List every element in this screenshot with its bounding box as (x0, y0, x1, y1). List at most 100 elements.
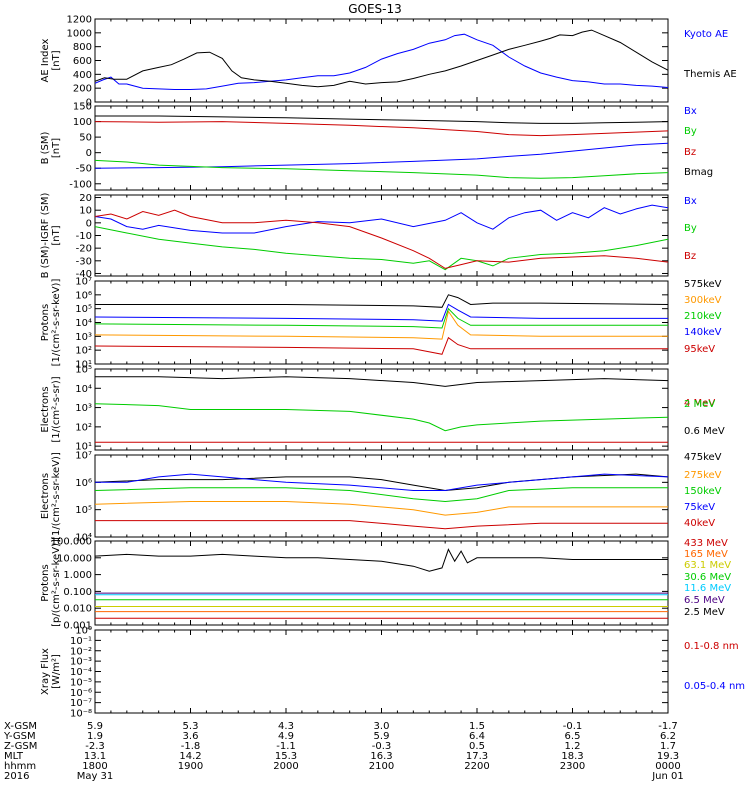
ephemeris-value: -0.3 (372, 741, 392, 752)
legend-label: 140keV (684, 327, 722, 338)
ephemeris-value: -1.8 (181, 741, 201, 752)
y-axis-label: Electrons (40, 473, 51, 519)
legend-label: 475keV (684, 452, 722, 463)
y-tick-label: 10⁵ (75, 505, 92, 516)
y-tick-label: -30 (76, 256, 92, 267)
y-axis-label: [1/(cm²-s-sr)] (51, 376, 62, 442)
ephemeris-value: 6.2 (660, 731, 676, 742)
y-tick-label: 10⁻⁷ (70, 698, 92, 709)
ephemeris-value: 4.9 (278, 731, 294, 742)
y-tick-label: 800 (73, 42, 92, 53)
y-tick-label: 0.100 (63, 587, 92, 598)
series-line (95, 376, 668, 387)
legend-label: 95keV (684, 344, 715, 355)
legend-label: 275keV (684, 470, 722, 481)
y-tick-label: 400 (73, 70, 92, 81)
y-axis-label: [p/(cm²-s-sr-keV)] (51, 539, 62, 627)
series-line (95, 303, 668, 322)
ephemeris-value: 16.3 (370, 751, 392, 762)
y-tick-label: 10³ (75, 403, 92, 414)
legend-label: Kyoto AE (684, 29, 728, 40)
y-tick-label: 10⁻² (70, 646, 92, 657)
legend-label: Bx (684, 106, 697, 117)
ephemeris-value: 14.2 (179, 751, 201, 762)
y-tick-label: 0.001 (63, 621, 92, 632)
ephemeris-value: 1900 (178, 761, 203, 772)
ephemeris-value: 2200 (464, 761, 489, 772)
series-line (95, 142, 668, 169)
y-tick-label: -100 (69, 179, 92, 190)
ephemeris-value: 13.1 (84, 751, 106, 762)
panel-4: 10¹ 10² 10³ 10⁴ 10⁵ 10⁶ 10⁷ Protons [1/(cm²-s-sr… (40, 277, 722, 371)
panel-3: -40 -30-20 -10 010 20 B (SM)-IGRF (SM) [nT] Bx B… (40, 193, 697, 280)
ephemeris-value: 3.6 (183, 731, 199, 742)
y-tick-label: 0 (86, 98, 92, 109)
ephemeris-value: Jun 01 (651, 771, 684, 782)
series-line (95, 159, 668, 179)
figure-title: GOES-13 (348, 2, 402, 16)
y-tick-label: 10⁴ (75, 384, 92, 395)
ephemeris-value: 5.9 (374, 731, 390, 742)
y-axis-label: AE Index (40, 38, 51, 82)
panel-1: 0 200 400 600 800 1000 1200 AE Index [nT] Kyoto A… (40, 15, 737, 109)
y-tick-label: 100.000 (51, 537, 92, 548)
y-tick-label: 10⁻⁴ (70, 667, 92, 678)
ephemeris-row-label: hhmm (4, 761, 36, 772)
legend-label: 300keV (684, 295, 722, 306)
y-axis-label: B (SM) (40, 131, 51, 164)
series-line (95, 501, 668, 516)
y-axis-label: [nT] (51, 50, 62, 70)
y-tick-label: 10⁻⁸ (70, 709, 92, 720)
y-tick-label: -20 (76, 244, 92, 255)
ephemeris-row-label: MLT (4, 751, 24, 762)
y-tick-label: 1000 (67, 28, 92, 39)
legend-label: 165 MeV (684, 549, 728, 560)
y-tick-label: 10⁵ (75, 304, 92, 315)
ephemeris-value: 0.5 (469, 741, 485, 752)
series-line (95, 403, 668, 432)
y-tick-label: 0.010 (63, 604, 92, 615)
series-line (95, 294, 668, 308)
y-tick-label: 0 (86, 218, 92, 229)
panel-frame (94, 194, 669, 277)
y-tick-label: 10⁻³ (70, 657, 92, 668)
ephemeris-row-label: Y-GSM (3, 731, 36, 742)
ephemeris-value: -1.7 (658, 721, 678, 732)
ephemeris-value: 1800 (82, 761, 107, 772)
ephemeris-value: 2000 (273, 761, 298, 772)
ephemeris-value: 18.3 (561, 751, 583, 762)
legend-label: 30.6 MeV (684, 572, 731, 583)
ephemeris-value: -0.1 (563, 721, 583, 732)
y-tick-label: 10 (79, 206, 92, 217)
y-tick-label: 10³ (75, 332, 92, 343)
ephemeris-value: 4.3 (278, 721, 294, 732)
legend-label: 0.1-0.8 nm (684, 641, 739, 652)
y-tick-label: -50 (76, 164, 92, 175)
legend-label: By (684, 126, 697, 137)
y-tick-label: 10⁶ (75, 290, 92, 301)
legend-label: 63.1 MeV (684, 560, 731, 571)
y-tick-label: -10 (76, 231, 92, 242)
ephemeris-row-label: 2016 (4, 771, 29, 782)
ephemeris-value: 1.5 (469, 721, 485, 732)
series-line (95, 209, 668, 269)
legend-label: 433 MeV (684, 538, 728, 549)
panel-frame (94, 280, 669, 365)
legend-label: 75keV (684, 502, 715, 513)
y-tick-label: 150 (73, 102, 92, 113)
panel-frame (94, 629, 669, 714)
ephemeris-value: 3.0 (374, 721, 390, 732)
y-tick-label: 10⁻¹ (70, 636, 92, 647)
legend-label: Bx (684, 196, 697, 207)
y-tick-label: 10⁵ (75, 365, 92, 376)
panel-5: 10¹ 10² 10³ 10⁴ 10⁵ Electrons [1/(cm²-s-sr)] 4 … (40, 365, 725, 453)
y-tick-label: 0 (86, 148, 92, 159)
ephemeris-value: 2100 (369, 761, 394, 772)
ephemeris-value: May 31 (77, 771, 114, 782)
y-tick-label: 10⁷ (75, 277, 92, 288)
legend-label: Bz (684, 251, 696, 262)
ephemeris-value: 0000 (655, 761, 680, 772)
y-axis-label: Protons (40, 564, 51, 601)
legend-label: 2.5 MeV (684, 607, 725, 618)
